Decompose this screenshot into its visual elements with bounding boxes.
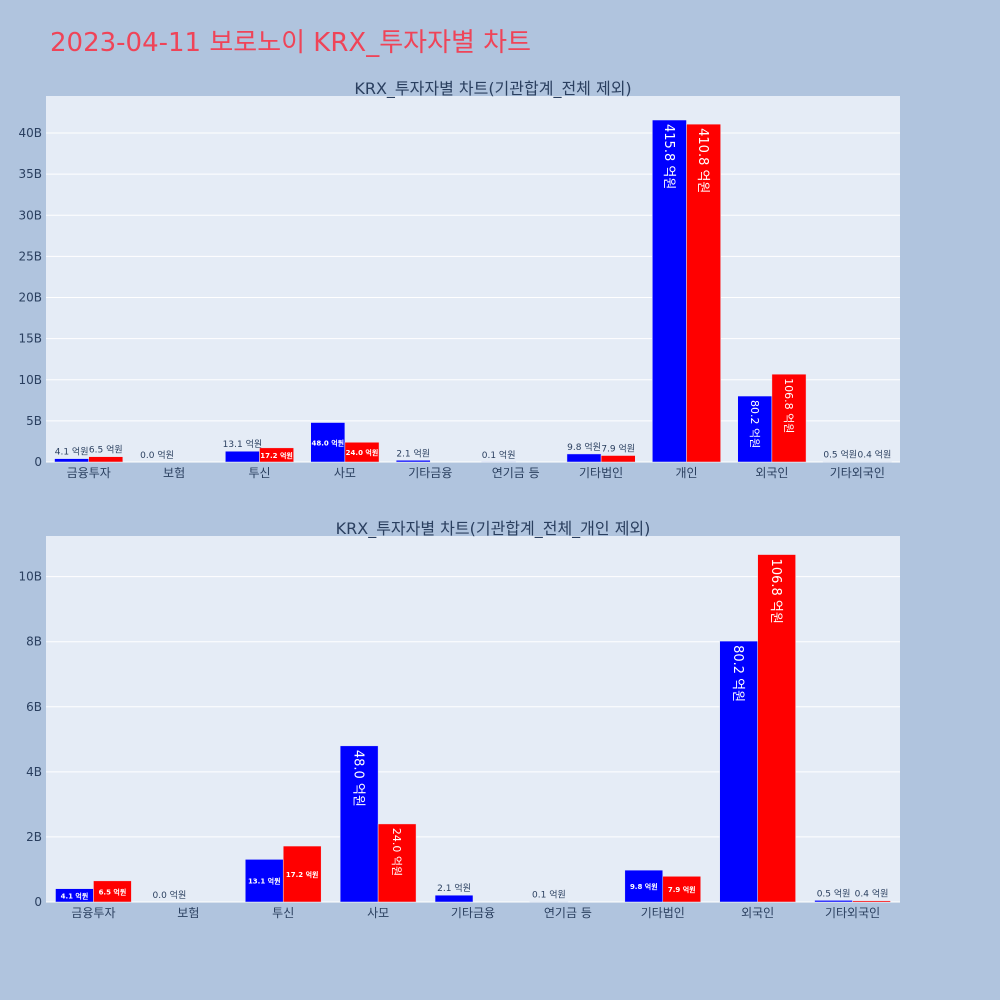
bar [245,859,284,903]
bar [54,458,89,463]
data-label: 6.5 억원 [99,887,127,896]
chart-title: KRX_투자자별 차트(기관합계_전체_개인 제외) [336,519,651,539]
data-label: 2.1 억원 [437,882,471,894]
y-tick-label: 25B [18,249,42,263]
y-tick-label: 20B [18,291,42,305]
x-tick-label: 보험 [177,906,199,920]
x-tick-label: 기타금융 [451,906,495,920]
bar [395,460,431,463]
y-tick-label: 15B [18,332,42,346]
data-label: 2.1 억원 [396,447,430,459]
data-label: 0.0 억원 [152,889,186,901]
data-label: 48.0 억원 [351,750,366,807]
y-tick-label: 10B [18,570,42,584]
y-tick-label: 40B [18,126,42,140]
x-tick-label: 기타금융 [408,466,452,480]
y-tick-label: 30B [18,208,42,222]
y-tick-label: 10B [18,373,42,387]
y-tick-label: 5B [26,414,42,428]
x-tick-label: 기타법인 [641,906,685,920]
x-tick-label: 연기금 등 [544,906,592,920]
x-tick-label: 개인 [675,466,697,480]
bar [310,422,346,463]
data-label: 0.4 억원 [855,888,889,900]
data-label: 80.2 억원 [730,645,745,702]
data-label: 0.4 억원 [858,449,892,461]
data-label: 410.8 억원 [695,128,710,193]
data-label: 48.0 억원 [312,438,345,447]
x-tick-label: 외국인 [755,466,788,480]
bar [737,395,773,463]
data-label: 24.0 억원 [390,828,403,876]
data-label: 17.2 억원 [260,451,293,460]
data-label: 80.2 억원 [748,400,761,448]
x-tick-label: 금융투자 [71,906,115,920]
data-label: 0.1 억원 [532,889,566,901]
bar [434,894,474,903]
data-label: 9.8 억원 [567,441,601,453]
bar [600,455,636,463]
y-tick-label: 4B [26,765,42,779]
data-label: 13.1 억원 [248,877,281,886]
data-label: 9.8 억원 [630,882,658,891]
x-tick-label: 기타외국인 [830,466,885,480]
bar [377,823,417,903]
y-tick-label: 0 [34,455,42,469]
y-tick-label: 8B [26,635,42,649]
data-label: 24.0 억원 [346,448,379,457]
data-label: 7.9 억원 [601,443,635,455]
y-tick-label: 6B [26,700,42,714]
y-tick-label: 2B [26,830,42,844]
data-label: 0.5 억원 [823,449,857,461]
data-label: 6.5 억원 [89,444,123,456]
x-tick-label: 연기금 등 [492,466,540,480]
chart-2: 0 2B 4B 6B 8B 10B KRX_투자자별 차트(기관합계_전체_개인 제외) 금융… [18,519,900,920]
chart-1: 0 5B 10B 15B 20B 25B 30B 35B 40B KRX_투자자별 차트(기관합계… [18,79,900,480]
x-tick-label: 사모 [334,466,356,480]
bar [566,453,602,463]
x-tick-label: 금융투자 [67,466,111,480]
y-tick-label: 35B [18,167,42,181]
bar [771,373,807,463]
data-label: 0.5 억원 [817,887,851,899]
data-label: 415.8 억원 [661,124,676,189]
data-label: 4.1 억원 [61,891,89,900]
bar [88,456,124,463]
bar [757,554,796,903]
page-title: 2023-04-11 보로노이 KRX_투자자별 차트 [50,28,532,58]
x-tick-label: 기타외국인 [825,906,880,920]
bar [225,450,260,463]
bar [814,900,853,903]
bar [259,447,294,463]
data-label: 13.1 억원 [223,438,262,450]
bar [344,442,380,463]
bar [662,876,701,903]
chart-title: KRX_투자자별 차트(기관합계_전체 제외) [354,79,631,99]
bar [719,640,758,903]
data-label: 106.8 억원 [782,378,795,433]
x-tick-label: 기타법인 [579,466,623,480]
data-label: 7.9 억원 [668,885,696,894]
bar [686,123,721,463]
x-tick-label: 외국인 [741,906,774,920]
data-label: 0.1 억원 [482,449,516,461]
bar [624,869,664,903]
x-tick-label: 보험 [163,466,185,480]
data-label: 0.0 억원 [140,449,174,461]
x-tick-label: 투신 [272,906,294,920]
bar [339,745,379,903]
x-tick-label: 투신 [248,466,270,480]
data-label: 106.8 억원 [768,559,783,624]
bar [282,845,322,903]
x-tick-label: 사모 [367,906,389,920]
bar [93,880,132,903]
data-label: 17.2 억원 [286,870,319,879]
bar [852,900,891,903]
y-tick-label: 0 [34,895,42,909]
data-label: 4.1 억원 [55,446,89,458]
